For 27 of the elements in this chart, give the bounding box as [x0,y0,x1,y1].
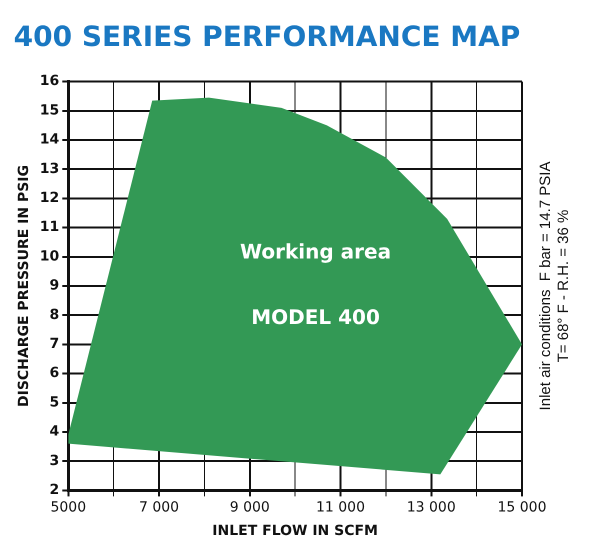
y-tick-label: 15 [40,102,60,118]
y-tick-label: 14 [40,132,60,148]
y-tick-label: 2 [50,482,60,498]
y-tick-label: 8 [50,306,60,323]
x-tick-label: 5000 [50,499,86,516]
x-tick-label: 15 000 [498,499,546,516]
x-axis-title: INLET FLOW IN SCFM [212,523,378,540]
y-tick-label: 6 [50,365,60,382]
y-tick-label: 13 [40,160,60,177]
y-tick-label: 9 [50,278,60,294]
y-tick-label: 4 [50,424,60,440]
y-tick-label: 11 [40,219,60,236]
annotation: MODEL 400 [251,304,380,329]
x-tick-label: 11 000 [316,499,366,516]
x-tick-label: 9 000 [230,499,270,516]
y-axis-title: DISCHARGE PRESSURE IN PSIG [16,164,32,408]
x-tick-label: 13 000 [406,499,456,516]
chart-title: 400 SERIES PERFORMANCE MAP [14,20,520,54]
y-tick-label: 7 [50,336,60,352]
y-tick-label: 3 [50,452,60,469]
x-tick-label: 7 000 [138,499,180,516]
y-tick-label: 16 [40,73,60,90]
y-tick-label: 12 [40,190,60,206]
y-tick-label: 5 [50,394,60,410]
text: Inlet air conditions F bar = 14.7 PSIA T= 68° F - R.H. = 36 % [537,162,572,410]
annotation: Working area [240,240,392,264]
y-tick-label: 10 [40,248,60,264]
